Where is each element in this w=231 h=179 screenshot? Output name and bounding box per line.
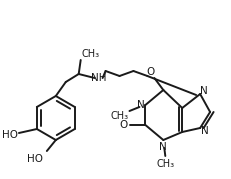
- Text: N: N: [200, 126, 208, 136]
- Text: NH: NH: [91, 73, 106, 83]
- Text: N: N: [136, 100, 144, 110]
- Text: HO: HO: [2, 130, 18, 140]
- Text: CH₃: CH₃: [110, 111, 128, 121]
- Text: O: O: [146, 67, 154, 77]
- Text: CH₃: CH₃: [155, 159, 174, 169]
- Text: N: N: [199, 86, 207, 96]
- Text: HO: HO: [27, 154, 43, 164]
- Text: N: N: [159, 142, 167, 152]
- Text: CH₃: CH₃: [81, 49, 99, 59]
- Text: O: O: [119, 120, 127, 130]
